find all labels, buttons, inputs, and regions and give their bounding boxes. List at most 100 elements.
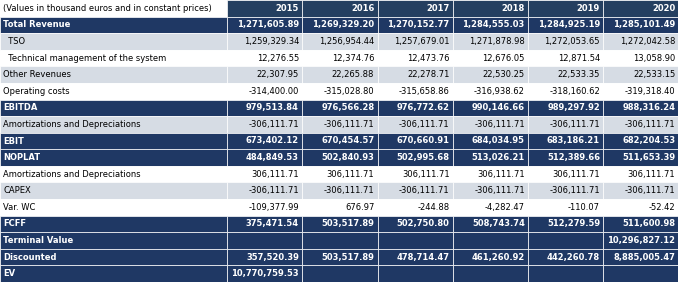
- Bar: [603, 182, 678, 199]
- Text: 22,533.35: 22,533.35: [557, 70, 600, 79]
- Bar: [453, 232, 528, 249]
- Text: -306,111.71: -306,111.71: [474, 120, 525, 129]
- Bar: [453, 265, 528, 282]
- Text: 484,849.53: 484,849.53: [246, 153, 299, 162]
- Bar: [603, 265, 678, 282]
- Bar: [528, 33, 603, 50]
- Bar: [528, 50, 603, 66]
- Bar: [227, 116, 302, 133]
- Text: 2019: 2019: [577, 4, 600, 13]
- Bar: [378, 66, 453, 83]
- Bar: [453, 199, 528, 216]
- Bar: [378, 17, 453, 33]
- Bar: [453, 182, 528, 199]
- Bar: [302, 216, 378, 232]
- Text: 22,533.15: 22,533.15: [633, 70, 675, 79]
- Bar: [378, 199, 453, 216]
- Text: -319,318.40: -319,318.40: [624, 87, 675, 96]
- Text: 1,285,101.49: 1,285,101.49: [613, 20, 675, 29]
- Bar: [302, 17, 378, 33]
- Bar: [0, 232, 227, 249]
- Bar: [453, 17, 528, 33]
- Bar: [0, 199, 227, 216]
- Bar: [603, 0, 678, 17]
- Text: 22,307.95: 22,307.95: [257, 70, 299, 79]
- Bar: [528, 66, 603, 83]
- Bar: [378, 100, 453, 116]
- Bar: [453, 66, 528, 83]
- Text: -315,658.86: -315,658.86: [399, 87, 450, 96]
- Bar: [453, 83, 528, 100]
- Bar: [603, 166, 678, 182]
- Bar: [528, 0, 603, 17]
- Text: -110.07: -110.07: [568, 203, 600, 212]
- Bar: [528, 216, 603, 232]
- Text: 22,530.25: 22,530.25: [483, 70, 525, 79]
- Bar: [528, 17, 603, 33]
- Text: 1,256,954.44: 1,256,954.44: [319, 37, 374, 46]
- Text: 511,653.39: 511,653.39: [622, 153, 675, 162]
- Bar: [528, 133, 603, 149]
- Text: -306,111.71: -306,111.71: [323, 186, 374, 195]
- Bar: [453, 216, 528, 232]
- Bar: [378, 83, 453, 100]
- Text: -306,111.71: -306,111.71: [474, 186, 525, 195]
- Text: -306,111.71: -306,111.71: [624, 186, 675, 195]
- Bar: [528, 149, 603, 166]
- Text: 10,296,827.12: 10,296,827.12: [607, 236, 675, 245]
- Bar: [603, 116, 678, 133]
- Text: -52.42: -52.42: [649, 203, 675, 212]
- Text: 442,260.78: 442,260.78: [547, 253, 600, 262]
- Text: Total Revenue: Total Revenue: [3, 20, 71, 29]
- Bar: [453, 249, 528, 265]
- Text: 12,276.55: 12,276.55: [257, 54, 299, 63]
- Text: -4,282.47: -4,282.47: [485, 203, 525, 212]
- Text: EV: EV: [3, 269, 16, 278]
- Bar: [603, 33, 678, 50]
- Bar: [603, 249, 678, 265]
- Bar: [302, 50, 378, 66]
- Bar: [302, 199, 378, 216]
- Bar: [0, 249, 227, 265]
- Text: 1,257,679.01: 1,257,679.01: [394, 37, 450, 46]
- Bar: [603, 199, 678, 216]
- Bar: [227, 83, 302, 100]
- Text: 684,034.95: 684,034.95: [472, 136, 525, 146]
- Text: 375,471.54: 375,471.54: [246, 219, 299, 228]
- Text: 357,520.39: 357,520.39: [246, 253, 299, 262]
- Bar: [603, 100, 678, 116]
- Text: 461,260.92: 461,260.92: [471, 253, 525, 262]
- Bar: [0, 66, 227, 83]
- Bar: [0, 133, 227, 149]
- Bar: [302, 182, 378, 199]
- Bar: [302, 133, 378, 149]
- Text: EBIT: EBIT: [3, 136, 24, 146]
- Bar: [302, 66, 378, 83]
- Bar: [453, 50, 528, 66]
- Bar: [302, 100, 378, 116]
- Text: 1,284,925.19: 1,284,925.19: [538, 20, 600, 29]
- Bar: [603, 83, 678, 100]
- Text: 1,269,329.20: 1,269,329.20: [312, 20, 374, 29]
- Bar: [528, 83, 603, 100]
- Text: 1,271,878.98: 1,271,878.98: [469, 37, 525, 46]
- Text: 988,316.24: 988,316.24: [622, 103, 675, 112]
- Text: 13,058.90: 13,058.90: [633, 54, 675, 63]
- Text: 306,111.71: 306,111.71: [628, 170, 675, 179]
- Bar: [378, 265, 453, 282]
- Bar: [528, 265, 603, 282]
- Text: -316,938.62: -316,938.62: [474, 87, 525, 96]
- Bar: [603, 216, 678, 232]
- Text: 670,454.57: 670,454.57: [321, 136, 374, 146]
- Text: Terminal Value: Terminal Value: [3, 236, 74, 245]
- Text: 502,840.93: 502,840.93: [321, 153, 374, 162]
- Bar: [227, 166, 302, 182]
- Text: -244.88: -244.88: [418, 203, 450, 212]
- Bar: [302, 249, 378, 265]
- Text: Var. WC: Var. WC: [3, 203, 36, 212]
- Text: 12,871.54: 12,871.54: [558, 54, 600, 63]
- Bar: [227, 33, 302, 50]
- Bar: [0, 166, 227, 182]
- Text: Discounted: Discounted: [3, 253, 57, 262]
- Text: 976,566.28: 976,566.28: [321, 103, 374, 112]
